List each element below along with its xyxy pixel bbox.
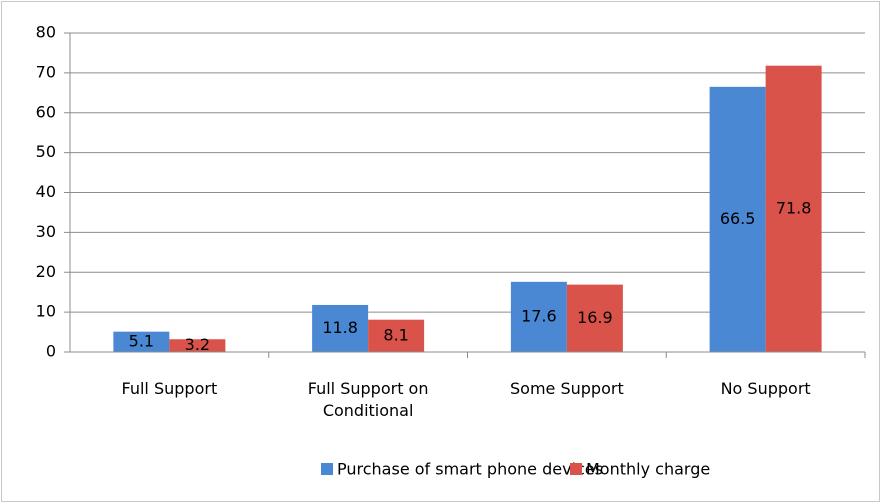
- bar: [368, 319, 425, 352]
- x-tick-label: Full Support: [121, 379, 218, 398]
- y-tick-label: 20: [36, 262, 56, 281]
- legend-label: Monthly charge: [586, 460, 710, 479]
- bar: [169, 339, 226, 352]
- x-tick-label: Full Support on Conditional: [307, 379, 429, 420]
- y-tick-label: 0: [46, 342, 56, 361]
- data-label: 17.6: [521, 306, 557, 325]
- bar: [709, 86, 766, 353]
- bar: [765, 65, 822, 352]
- data-label: 5.1: [129, 331, 154, 350]
- data-label: 3.2: [185, 335, 210, 354]
- legend-label: Purchase of smart phone devices: [337, 460, 603, 479]
- data-label: 11.8: [322, 318, 358, 337]
- data-label: 16.9: [577, 308, 613, 327]
- legend-swatch: [570, 463, 582, 475]
- bar: [113, 331, 170, 352]
- y-tick-label: 50: [36, 142, 56, 161]
- data-label: 71.8: [776, 198, 812, 217]
- bar: [312, 304, 369, 352]
- data-label: 8.1: [383, 325, 408, 344]
- y-tick-label: 80: [36, 23, 56, 42]
- x-tick-label: Some Support: [510, 379, 624, 398]
- y-tick-label: 10: [36, 302, 56, 321]
- y-tick-label: 40: [36, 182, 56, 201]
- bar: [510, 281, 567, 352]
- bar: [566, 284, 623, 352]
- data-label: 66.5: [720, 209, 756, 228]
- legend-swatch: [321, 463, 333, 475]
- y-tick-label: 70: [36, 62, 56, 81]
- x-tick-label: No Support: [720, 379, 811, 398]
- y-tick-label: 60: [36, 102, 56, 121]
- y-tick-label: 30: [36, 222, 56, 241]
